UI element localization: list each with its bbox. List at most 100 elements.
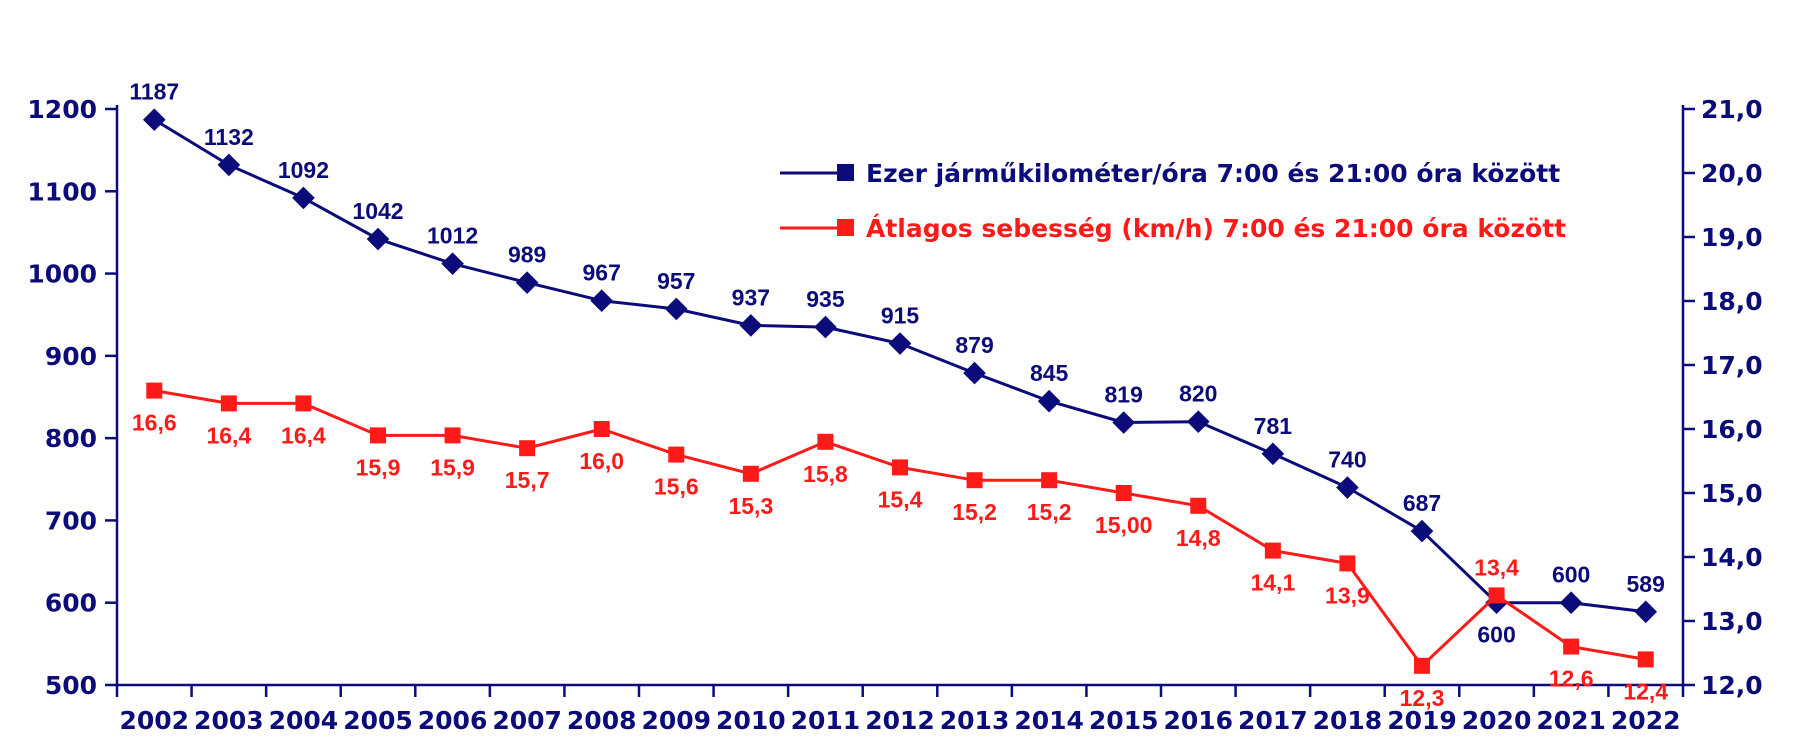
speed-data-label: 14,1: [1250, 570, 1295, 596]
speed-data-label: 16,4: [206, 422, 251, 448]
speed-point: [742, 465, 759, 482]
distance-data-label: 600: [1552, 562, 1590, 588]
speed-point: [444, 427, 461, 444]
distance-point: [515, 271, 539, 294]
speed-point: [295, 395, 312, 412]
right-tick-label: 17,0: [1701, 351, 1763, 380]
right-tick-label: 12,0: [1701, 671, 1763, 700]
speed-point: [220, 395, 237, 412]
left-tick-label: 500: [45, 671, 97, 700]
x-tick-label: 2013: [940, 706, 1010, 735]
speed-data-label: 15,2: [1027, 499, 1072, 525]
distance-point: [1336, 476, 1359, 499]
speed-data-label: 13,4: [1474, 554, 1519, 580]
x-tick-label: 2022: [1611, 706, 1681, 735]
x-tick-label: 2014: [1014, 706, 1084, 735]
right-tick-label: 13,0: [1701, 607, 1763, 636]
speed-point: [966, 472, 983, 489]
speed-point: [1339, 555, 1356, 572]
speed-data-label: 12,3: [1400, 685, 1445, 711]
speed-point: [1414, 657, 1430, 674]
x-tick-label: 2009: [641, 706, 711, 735]
distance-data-label: 845: [1030, 360, 1069, 386]
speed-data-label: 15,4: [878, 486, 923, 512]
x-tick-label: 2011: [791, 706, 861, 735]
distance-data-label: 915: [881, 303, 920, 329]
speed-data-label: 12,6: [1549, 666, 1594, 692]
speed-data-label: 15,8: [803, 461, 848, 487]
speed-point: [1264, 542, 1281, 559]
distance-data-label: 740: [1328, 447, 1366, 473]
distance-point: [441, 252, 464, 275]
speed-point: [817, 433, 834, 450]
left-tick-label: 1100: [27, 177, 97, 206]
distance-data-label: 989: [508, 242, 546, 268]
series-lines: [142, 108, 1658, 674]
speed-point: [593, 421, 610, 437]
distance-data-label: 937: [732, 284, 770, 310]
distance-point: [1112, 411, 1136, 434]
speed-point: [370, 427, 386, 444]
right-tick-label: 21,0: [1701, 95, 1763, 124]
speed-point: [668, 446, 685, 463]
x-tick-label: 2020: [1462, 706, 1532, 735]
distance-point: [1559, 591, 1583, 615]
distance-data-label: 1012: [427, 223, 478, 249]
speed-data-label: 14,8: [1176, 525, 1221, 551]
x-tick-label: 2015: [1089, 706, 1159, 735]
speed-data-label: 15,7: [505, 467, 550, 493]
left-tick-label: 700: [45, 506, 97, 535]
distance-data-label: 819: [1105, 382, 1143, 408]
legend: Ezer járműkilométer/óra 7:00 és 21:00 ór…: [780, 159, 1566, 243]
distance-point: [1261, 442, 1285, 466]
x-tick-label: 2019: [1387, 706, 1457, 735]
x-tick-label: 2002: [119, 706, 189, 735]
speed-point: [1041, 472, 1058, 489]
distance-point: [1634, 600, 1658, 624]
distance-data-label: 589: [1627, 571, 1665, 597]
speed-data-label: 13,9: [1325, 582, 1370, 608]
distance-data-label: 957: [657, 268, 695, 294]
speed-data-label: 15,6: [654, 474, 699, 500]
distance-point: [814, 315, 837, 339]
distance-point: [888, 332, 912, 355]
distance-data-label: 967: [583, 260, 621, 286]
distance-data-label: 1132: [204, 124, 254, 150]
distance-point: [1037, 389, 1061, 413]
distance-data-label: 687: [1403, 490, 1441, 516]
x-tick-label: 2012: [865, 706, 935, 735]
point-labels: 1187 1132 1092 1042 1012 989 967 957 937 935 915 87…: [129, 79, 1668, 711]
x-tick-label: 2008: [567, 706, 637, 735]
x-tick-label: 2010: [716, 706, 786, 735]
speed-point: [1115, 485, 1132, 501]
distance-data-label: 879: [955, 332, 993, 358]
distance-point: [366, 227, 390, 251]
distance-point: [590, 289, 614, 313]
speed-data-label: 15,00: [1095, 512, 1153, 538]
distance-point: [142, 108, 166, 132]
right-tick-label: 15,0: [1701, 479, 1763, 508]
speed-data-label: 15,2: [952, 499, 997, 525]
speed-point: [519, 440, 536, 457]
speed-data-label: 15,9: [356, 454, 401, 480]
speed-data-label: 16,4: [281, 422, 326, 448]
x-tick-label: 2021: [1536, 706, 1606, 735]
x-tick-label: 2017: [1238, 706, 1308, 735]
distance-data-label: 1042: [352, 198, 403, 224]
distance-data-label: 781: [1254, 413, 1293, 439]
x-tick-label: 2016: [1163, 706, 1233, 735]
legend-label-speed: Átlagos sebesség (km/h) 7:00 és 21:00 ór…: [866, 214, 1566, 243]
left-tick-label: 600: [45, 589, 97, 618]
speed-point: [1637, 651, 1654, 668]
x-tick-label: 2005: [343, 706, 413, 735]
speed-point: [146, 382, 163, 399]
distance-point: [665, 297, 688, 321]
distance-point: [217, 153, 241, 177]
distance-point: [739, 314, 763, 337]
distance-point: [292, 186, 315, 210]
axes: 500 600 700 800 900 1000 1100 1200 12,0 13,0 14,0 1…: [27, 95, 1762, 735]
left-tick-label: 900: [45, 342, 97, 371]
speed-point: [1488, 587, 1505, 604]
speed-point: [892, 459, 908, 476]
